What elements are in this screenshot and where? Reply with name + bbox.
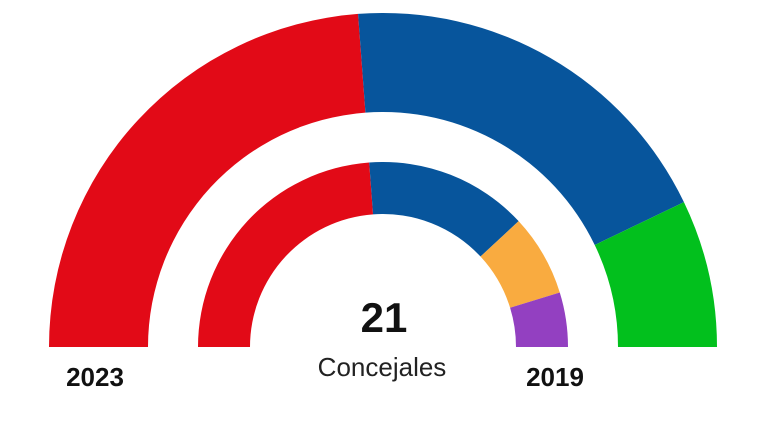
segment-2019-party-a (198, 162, 374, 347)
segment-2019-party-d (480, 221, 560, 308)
segment-2023-party-b (358, 13, 684, 246)
segment-2023-party-c (594, 202, 717, 347)
outer-ring-year-label: 2023 (66, 362, 124, 392)
segment-2023-party-a (49, 13, 366, 348)
inner-ring-year-label: 2019 (526, 362, 584, 392)
unit-label: Concejales (317, 352, 447, 382)
segment-2019-party-b (369, 162, 519, 257)
total-seats-label: 21 (360, 294, 408, 341)
segment-2019-party-e (510, 292, 568, 347)
